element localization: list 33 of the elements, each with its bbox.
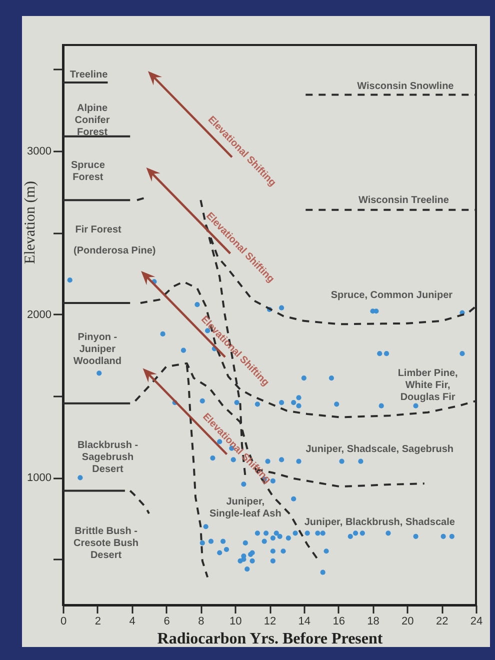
annotation: Juniper, Blackbrush, Shadscale xyxy=(304,517,456,528)
x-tick-label: 0 xyxy=(60,616,67,628)
y-tick-label: 3000 xyxy=(27,146,52,158)
annotation: Treeline xyxy=(70,69,108,80)
x-tick-label: 18 xyxy=(367,616,380,628)
x-tick-label: 16 xyxy=(332,616,345,628)
y-tick-label: 1000 xyxy=(27,472,52,484)
x-tick-label: 10 xyxy=(229,616,242,628)
x-tick-label: 24 xyxy=(470,616,483,628)
annotation: Spruce Forest xyxy=(71,160,106,183)
annotation: (Ponderosa Pine) xyxy=(74,246,156,257)
x-tick-label: 6 xyxy=(164,616,170,628)
annotation: Pinyon - Juniper Woodland xyxy=(73,332,122,368)
annotation: Spruce, Common Juniper xyxy=(330,290,453,301)
x-axis-title: Radiocarbon Yrs. Before Present xyxy=(157,630,384,648)
annotation: Juniper, Single-leaf Ash xyxy=(209,496,282,520)
x-tick-label: 22 xyxy=(436,616,448,628)
annotation: Wisconsin Snowline xyxy=(357,80,454,92)
annotation: Wisconsin Treeline xyxy=(358,195,450,206)
y-axis-title: Elevation (m) xyxy=(22,181,38,264)
x-tick-label: 20 xyxy=(402,616,414,628)
annotation: Limber Pine, White Fir, Douglas Fir xyxy=(398,368,458,404)
annotation: Juniper, Shadscale, Sagebrush xyxy=(306,444,454,455)
annotation: Brittle Bush - Cresote Bush Desert xyxy=(74,526,139,562)
annotation: Fir Forest xyxy=(75,224,122,236)
annotation: Alpine Conifer Forest xyxy=(74,102,110,138)
x-tick-label: 4 xyxy=(129,616,136,628)
x-tick-label: 12 xyxy=(264,616,276,628)
x-tick-label: 14 xyxy=(298,616,311,628)
y-tick-label: 2000 xyxy=(27,308,52,321)
annotation: Blackbrush - Sagebrush Desert xyxy=(77,440,138,475)
x-tick-label: 2 xyxy=(94,616,101,628)
x-tick-label: 8 xyxy=(198,616,204,628)
